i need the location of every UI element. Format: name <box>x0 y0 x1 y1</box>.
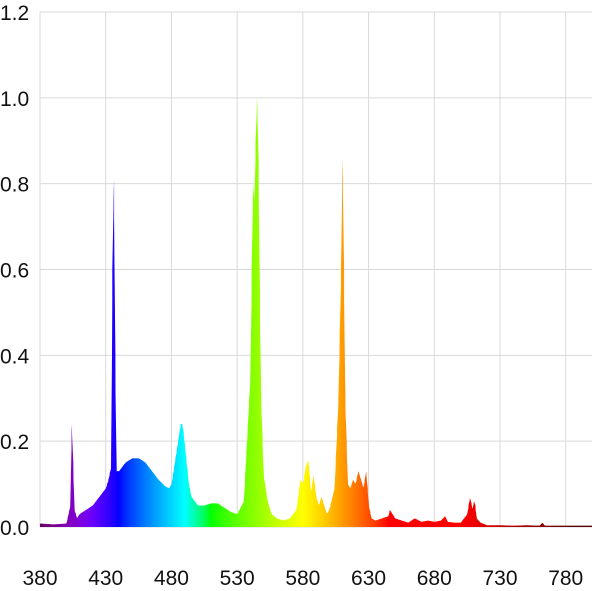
y-tick-label: 1.0 <box>0 88 29 111</box>
y-tick-label: 0.8 <box>0 174 29 197</box>
x-axis-tick-labels: 380 430 480 530 580 630 680 730 780 <box>22 567 583 590</box>
x-tick-label: 630 <box>351 567 386 590</box>
x-tick-label: 480 <box>154 567 189 590</box>
x-tick-label: 580 <box>285 567 320 590</box>
y-tick-label: 0.0 <box>0 517 29 540</box>
chart-grid <box>39 11 592 528</box>
y-tick-label: 0.6 <box>0 260 29 283</box>
spectrum-area <box>40 97 592 528</box>
x-tick-label: 780 <box>548 567 583 590</box>
x-tick-label: 380 <box>22 567 57 590</box>
x-tick-label: 430 <box>88 567 123 590</box>
x-tick-label: 730 <box>482 567 517 590</box>
y-tick-label: 0.2 <box>0 431 29 454</box>
y-axis-tick-labels: 0.0 0.2 0.4 0.6 0.8 1.0 1.2 <box>0 2 30 540</box>
x-tick-label: 680 <box>417 567 452 590</box>
y-tick-label: 1.2 <box>0 2 29 25</box>
y-tick-label: 0.4 <box>0 345 30 368</box>
x-tick-label: 530 <box>220 567 255 590</box>
